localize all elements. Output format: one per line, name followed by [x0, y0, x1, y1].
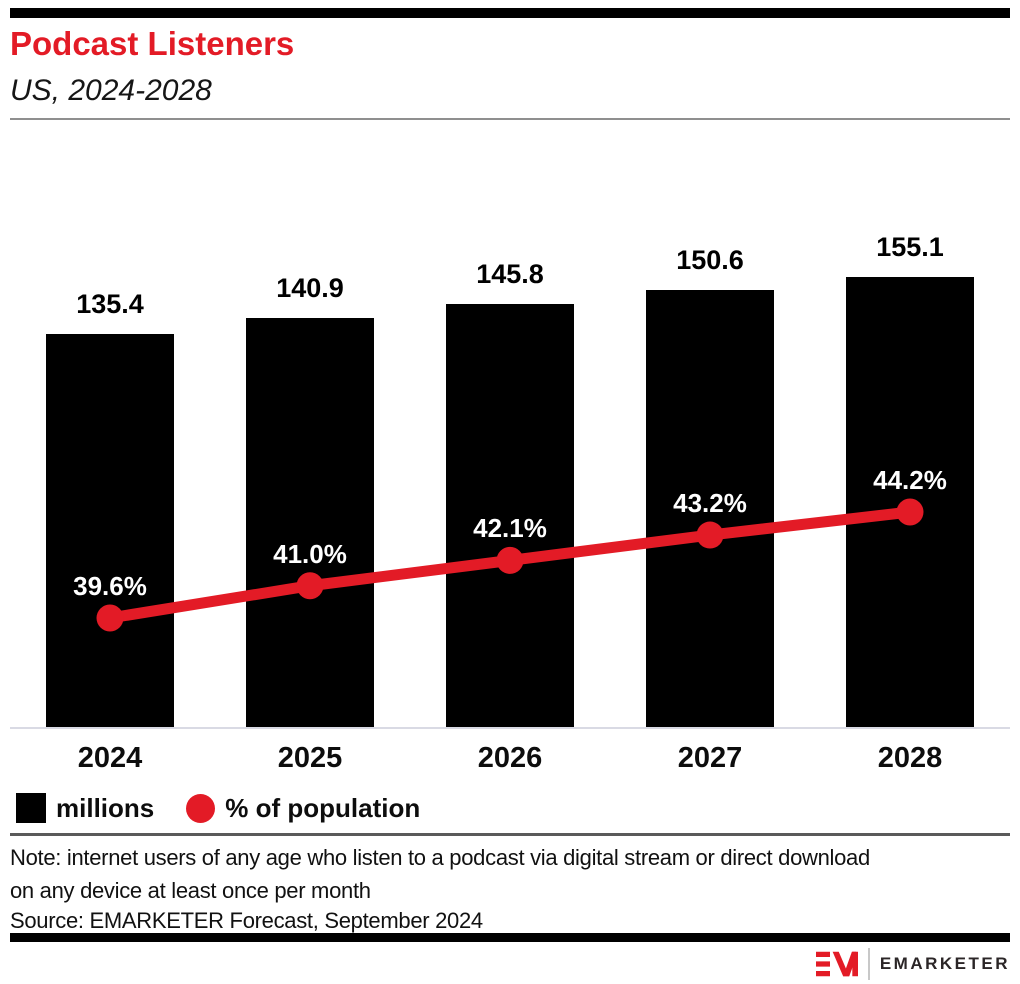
legend-label-millions: millions	[56, 792, 155, 823]
percent-label-2025: 41.0%	[273, 538, 347, 569]
chart-note: Note: internet users of any age who list…	[10, 845, 870, 903]
bar-2028	[846, 277, 974, 727]
footer-logo-divider	[867, 948, 870, 980]
legend-swatch-millions	[16, 793, 46, 823]
emarketer-logo-icon	[815, 951, 858, 977]
bar-2024	[46, 334, 174, 727]
percent-point-2028	[896, 498, 924, 526]
percent-point-2024	[96, 604, 124, 632]
x-axis-line	[10, 727, 1010, 729]
x-axis-label-2026: 2026	[477, 742, 543, 774]
bar-value-label-2026: 145.8	[476, 259, 544, 290]
chart-title: Podcast Listeners	[10, 25, 295, 62]
bar-2026	[446, 304, 574, 727]
note-divider	[10, 833, 1010, 836]
bar-2025	[246, 318, 374, 727]
x-axis-label-2028: 2028	[877, 742, 943, 774]
percent-point-2026	[496, 546, 524, 574]
x-axis-label-2024: 2024	[77, 742, 143, 774]
bar-value-label-2024: 135.4	[76, 289, 144, 320]
bar-2027	[646, 290, 774, 727]
bottom-accent-bar	[10, 933, 1010, 942]
legend-swatch-percent	[186, 793, 216, 823]
header-divider	[10, 118, 1010, 120]
percent-point-2025	[296, 572, 324, 600]
legend: millions % of population	[16, 792, 420, 824]
bar-value-label-2027: 150.6	[676, 245, 744, 276]
bar-value-label-2028: 155.1	[876, 232, 944, 263]
footer-branding: EMARKETER	[815, 946, 1010, 982]
top-accent-bar	[10, 8, 1010, 18]
legend-label-percent: % of population	[225, 792, 421, 823]
x-axis-label-2027: 2027	[677, 742, 743, 774]
percent-trend-line	[109, 506, 911, 624]
percent-label-2024: 39.6%	[73, 571, 147, 601]
percent-label-2026: 42.1%	[473, 513, 547, 544]
percent-point-2027	[696, 521, 724, 549]
x-axis-label-2025: 2025	[277, 742, 343, 774]
footer-brand-name: EMARKETER	[879, 954, 1010, 973]
chart-source: Source: EMARKETER Forecast, September 20…	[10, 908, 483, 933]
bar-value-label-2025: 140.9	[276, 273, 344, 304]
percent-label-2027: 43.2%	[673, 488, 747, 519]
percent-label-2028: 44.2%	[873, 465, 947, 496]
chart-subtitle: US, 2024-2028	[10, 74, 212, 107]
